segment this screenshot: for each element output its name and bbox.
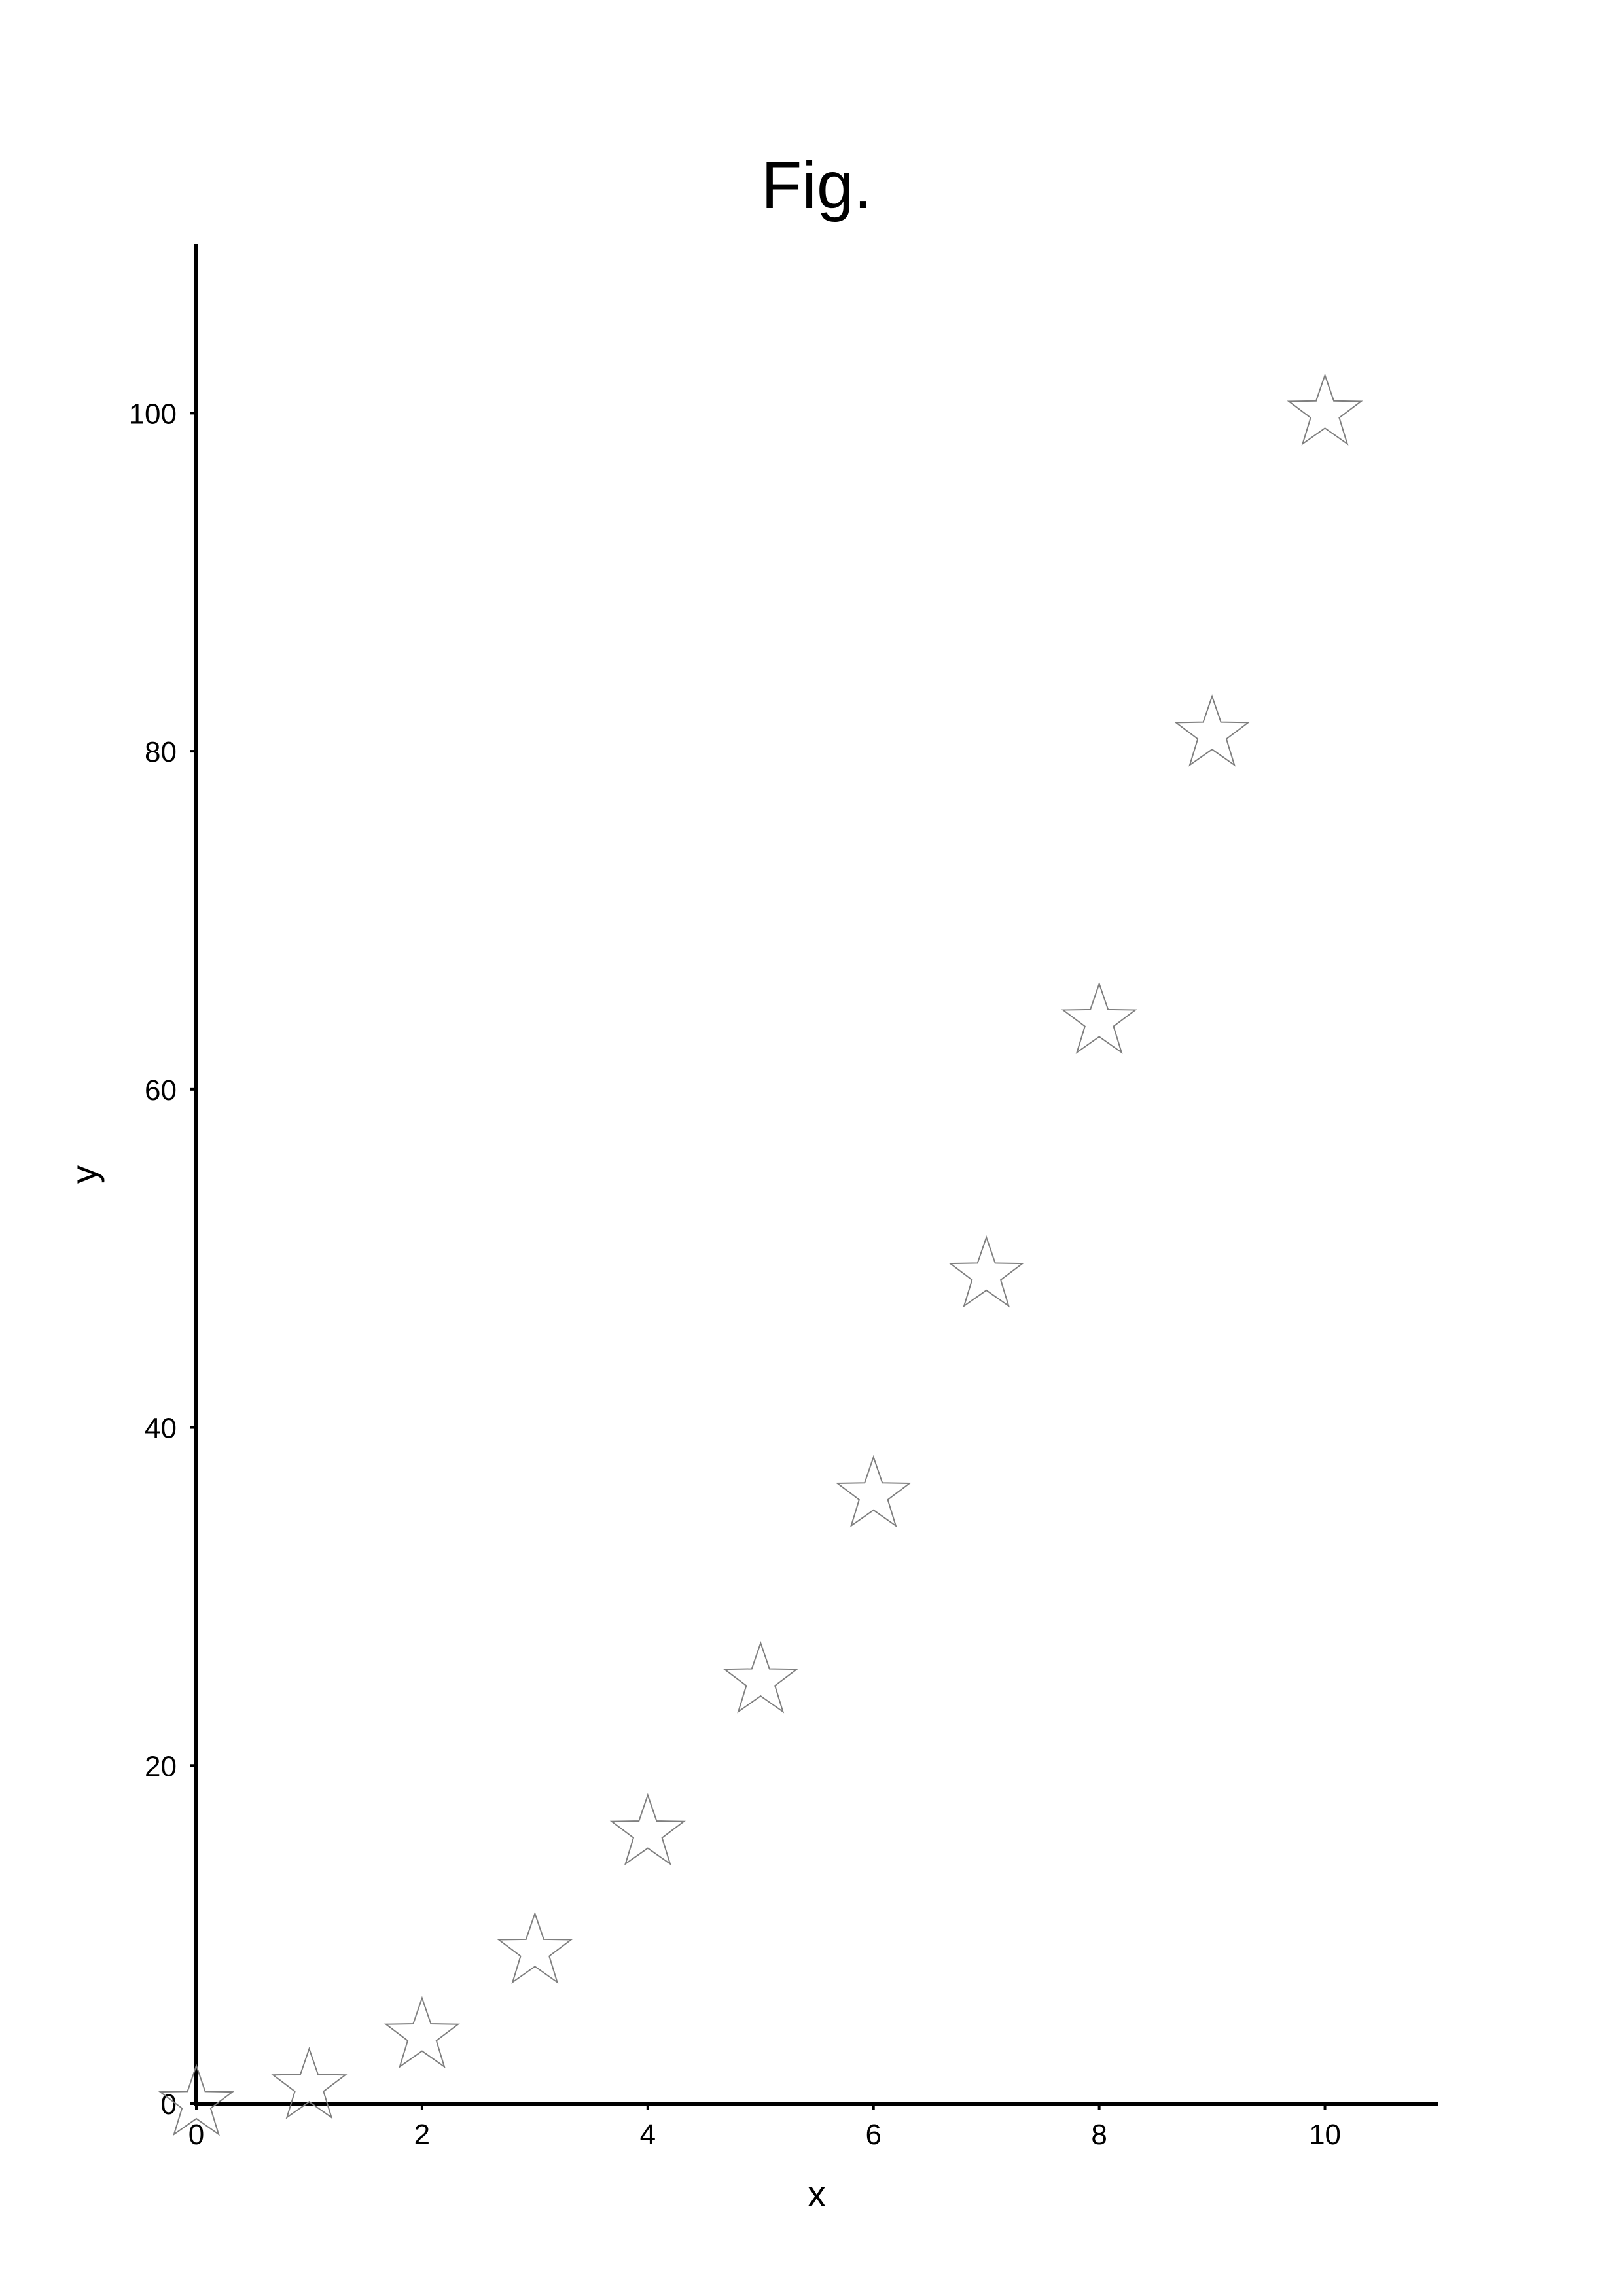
chart-title: Fig. <box>761 148 872 222</box>
data-point-star <box>722 1641 799 1714</box>
data-point-star <box>948 1235 1025 1308</box>
data-point-star <box>383 1996 461 2069</box>
data-point-star <box>158 2063 235 2136</box>
y-tick-label: 40 <box>145 1413 177 1445</box>
x-tick-label: 8 <box>1091 2119 1107 2151</box>
data-point-star <box>271 2047 348 2119</box>
x-tick-label: 2 <box>414 2119 430 2151</box>
y-tick-label: 100 <box>129 398 177 430</box>
data-point-star <box>835 1455 912 1528</box>
y-tick-label: 20 <box>145 1750 177 1782</box>
y-tick-label: 80 <box>145 736 177 768</box>
y-tick-label: 60 <box>145 1074 177 1106</box>
x-tick-label: 0 <box>188 2119 204 2151</box>
data-point-star <box>1061 981 1137 1054</box>
x-tick-label: 10 <box>1309 2119 1341 2151</box>
data-point-star <box>1173 694 1251 767</box>
y-axis-label: y <box>63 1165 105 1184</box>
x-axis-label: x <box>808 2173 826 2214</box>
data-point-star <box>1287 373 1363 446</box>
data-points <box>158 373 1363 2136</box>
data-point-star <box>497 1911 573 1984</box>
x-tick-label: 6 <box>865 2119 881 2151</box>
x-tick-label: 4 <box>640 2119 656 2151</box>
data-point-star <box>609 1793 686 1866</box>
x-axis-ticks: 0 2 4 6 8 10 <box>188 2104 1341 2151</box>
